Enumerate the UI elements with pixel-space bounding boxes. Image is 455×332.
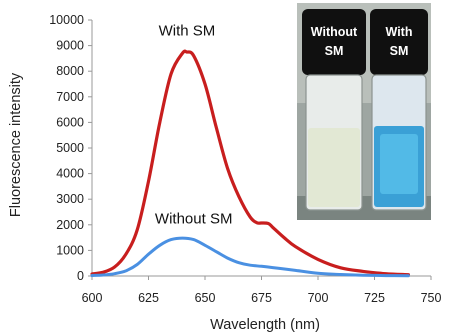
right-vial-label-line1: With <box>386 25 413 39</box>
right-vial-liquid-glow <box>380 134 418 194</box>
x-tick-label: 625 <box>138 291 159 305</box>
y-tick-label: 10000 <box>49 13 84 27</box>
left-vial-liquid <box>308 128 360 207</box>
x-tick-label: 700 <box>308 291 329 305</box>
labels-group: Fluorescence intensity Wavelength (nm) W… <box>8 22 320 332</box>
x-tick-label: 675 <box>251 291 272 305</box>
left-vial-label-line1: Without <box>311 25 358 39</box>
left-vial-cap <box>302 9 366 75</box>
series-line-without-sm <box>90 236 410 278</box>
y-tick-label: 5000 <box>56 141 84 155</box>
y-tick-label: 8000 <box>56 64 84 78</box>
x-tick-label: 750 <box>421 291 442 305</box>
y-tick-label: 2000 <box>56 218 84 232</box>
series-line-with-sm <box>90 49 410 277</box>
x-axis-title: Wavelength (nm) <box>210 317 320 332</box>
y-tick-label: 3000 <box>56 192 84 206</box>
annotation-with-sm: With SM <box>159 22 216 39</box>
y-tick-label: 0 <box>77 269 84 283</box>
left-vial-label-line2: SM <box>325 44 344 58</box>
annotation-without-sm: Without SM <box>155 211 233 228</box>
y-tick-label: 4000 <box>56 167 84 181</box>
y-axis-title: Fluorescence intensity <box>8 72 24 217</box>
right-vial-cap <box>370 9 428 75</box>
x-tick-label: 650 <box>195 291 216 305</box>
y-tick-label: 9000 <box>56 39 84 53</box>
x-tick-label: 600 <box>82 291 103 305</box>
x-tick-label: 725 <box>364 291 385 305</box>
series-group <box>90 49 410 278</box>
y-tick-label: 1000 <box>56 243 84 257</box>
y-tick-label: 6000 <box>56 115 84 129</box>
axes-group: 0 1000 2000 3000 4000 5000 6000 7000 8000 9000 100… <box>49 13 441 305</box>
right-vial-label-line2: SM <box>390 44 409 58</box>
vial-photo-inset: Without SM With SM <box>297 3 431 220</box>
y-tick-label: 7000 <box>56 90 84 104</box>
